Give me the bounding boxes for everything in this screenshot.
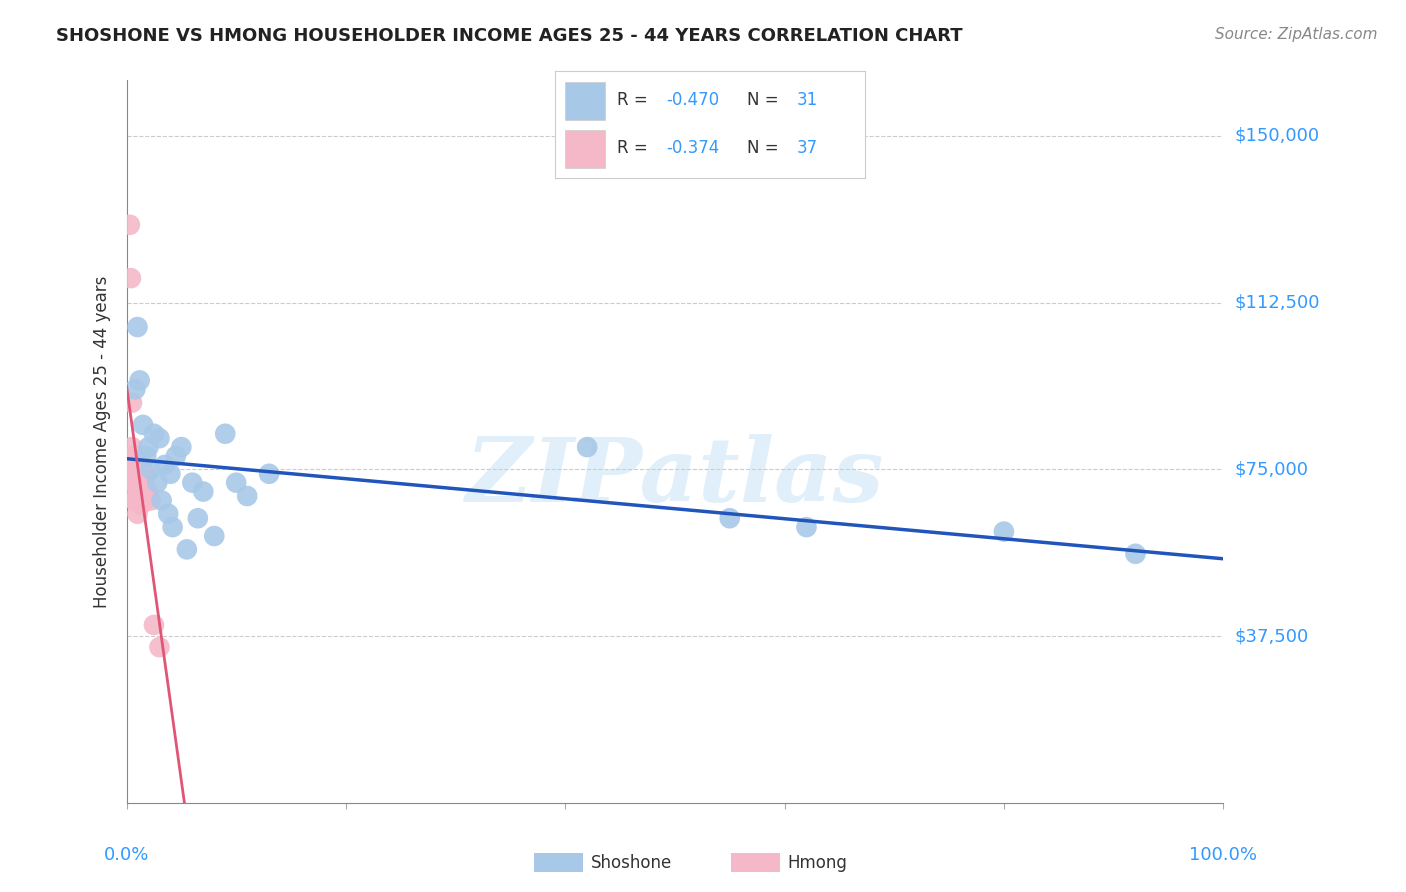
Point	[129, 498, 152, 512]
Text: 100.0%: 100.0%	[1189, 847, 1257, 864]
Text: R =: R =	[617, 91, 654, 109]
Point	[150, 493, 173, 508]
Text: $112,500: $112,500	[1234, 293, 1320, 311]
Point	[148, 640, 170, 655]
Point	[214, 426, 236, 441]
Point	[122, 467, 145, 481]
Point	[128, 484, 150, 499]
Point	[136, 484, 159, 499]
Point	[127, 320, 149, 334]
Point	[146, 475, 169, 490]
Point	[122, 493, 145, 508]
Point	[127, 484, 149, 499]
Point	[148, 431, 170, 445]
Point	[132, 484, 155, 499]
Point	[122, 475, 145, 490]
Text: $75,000: $75,000	[1234, 460, 1308, 478]
Point	[129, 475, 152, 490]
Text: 0.0%: 0.0%	[104, 847, 149, 864]
Point	[139, 493, 162, 508]
Point	[132, 467, 155, 481]
Point	[718, 511, 741, 525]
Text: N =: N =	[747, 91, 785, 109]
FancyBboxPatch shape	[565, 130, 605, 168]
Text: Hmong: Hmong	[787, 854, 848, 871]
Point	[796, 520, 818, 534]
Point	[1125, 547, 1147, 561]
Point	[121, 440, 143, 454]
Point	[202, 529, 225, 543]
Point	[153, 458, 176, 472]
Point	[128, 462, 150, 476]
Point	[135, 467, 157, 481]
Point	[165, 449, 187, 463]
Text: Shoshone: Shoshone	[591, 854, 672, 871]
Point	[127, 507, 149, 521]
Point	[159, 467, 181, 481]
Point	[131, 493, 153, 508]
Point	[127, 458, 149, 472]
Point	[138, 440, 160, 454]
Text: N =: N =	[747, 139, 785, 157]
Point	[139, 462, 162, 476]
Point	[170, 440, 193, 454]
Point	[118, 218, 141, 232]
Point	[157, 507, 180, 521]
Point	[131, 458, 153, 472]
Point	[128, 475, 150, 490]
Point	[124, 475, 146, 490]
Point	[225, 475, 247, 490]
Point	[576, 440, 599, 454]
Point	[135, 449, 157, 463]
Point	[121, 395, 143, 409]
Point	[122, 462, 145, 476]
Point	[193, 484, 215, 499]
Y-axis label: Householder Income Ages 25 - 44 years: Householder Income Ages 25 - 44 years	[93, 276, 111, 607]
Text: R =: R =	[617, 139, 654, 157]
Point	[128, 493, 150, 508]
Text: Source: ZipAtlas.com: Source: ZipAtlas.com	[1215, 27, 1378, 42]
Text: SHOSHONE VS HMONG HOUSEHOLDER INCOME AGES 25 - 44 YEARS CORRELATION CHART: SHOSHONE VS HMONG HOUSEHOLDER INCOME AGE…	[56, 27, 963, 45]
Point	[128, 373, 150, 387]
Text: 31: 31	[797, 91, 818, 109]
Point	[176, 542, 198, 557]
Point	[124, 458, 146, 472]
Point	[993, 524, 1015, 539]
Text: $150,000: $150,000	[1234, 127, 1319, 145]
Text: -0.374: -0.374	[666, 139, 720, 157]
Point	[162, 520, 184, 534]
Point	[125, 493, 148, 508]
Point	[125, 475, 148, 490]
Point	[127, 467, 149, 481]
Point	[187, 511, 209, 525]
Point	[143, 426, 166, 441]
Point	[143, 618, 166, 632]
Point	[181, 475, 204, 490]
Point	[132, 475, 155, 490]
Text: -0.470: -0.470	[666, 91, 720, 109]
Point	[132, 417, 155, 432]
Point	[120, 271, 142, 285]
Point	[134, 493, 156, 508]
Point	[122, 449, 145, 463]
Point	[236, 489, 259, 503]
Text: 37: 37	[797, 139, 818, 157]
Text: ZIPatlas: ZIPatlas	[467, 434, 883, 521]
Point	[257, 467, 280, 481]
FancyBboxPatch shape	[565, 82, 605, 120]
Point	[125, 462, 148, 476]
Point	[124, 493, 146, 508]
Point	[124, 382, 146, 396]
Point	[121, 453, 143, 467]
Text: $37,500: $37,500	[1234, 627, 1309, 645]
